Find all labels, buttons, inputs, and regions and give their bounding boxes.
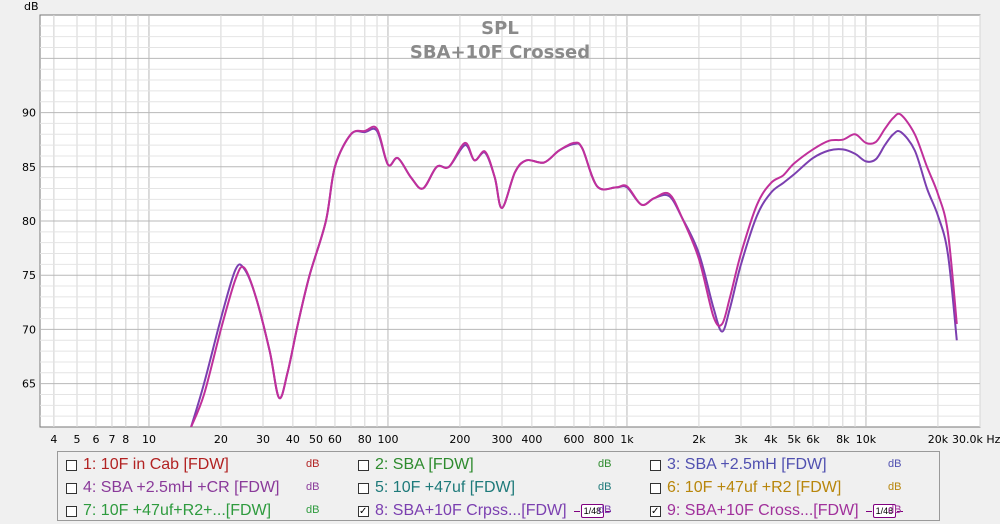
y-tick-label: 70 — [22, 323, 36, 336]
x-tick-label: 8 — [122, 433, 129, 446]
legend-label: 1: 10F in Cab [FDW] — [83, 456, 229, 473]
x-tick-label: 8k — [836, 433, 850, 446]
legend-label: 6: 10F +47uf +R2 [FDW] — [667, 479, 842, 496]
legend-label: 4: SBA +2.5mH +CR [FDW] — [83, 479, 280, 496]
x-tick-label: 40 — [286, 433, 300, 446]
x-tick-label: 4 — [50, 433, 57, 446]
legend-unit: dB — [598, 458, 612, 470]
x-tick-label: 6k — [806, 433, 820, 446]
y-tick-labels: 65 70 75 80 85 90 — [22, 107, 36, 391]
legend-item[interactable]: 7: 10F +47uf+R2+...[FDW] — [66, 501, 271, 521]
x-tick-label: 4k — [764, 433, 778, 446]
legend-checkbox[interactable] — [66, 505, 77, 517]
legend-label: 8: SBA+10F Crpss...[FDW] — [375, 502, 567, 519]
legend-unit: dB — [888, 504, 902, 516]
legend-unit: dB — [598, 481, 612, 493]
legend-checkbox[interactable] — [358, 505, 369, 517]
legend: 1: 10F in Cab [FDW] dB 2: SBA [FDW] dB 3: SB… — [57, 451, 940, 521]
x-tick-label: 300 — [491, 433, 512, 446]
legend-label: 9: SBA+10F Cross...[FDW] — [667, 502, 859, 519]
x-tick-label: 6 — [92, 433, 99, 446]
x-tick-label: 7 — [108, 433, 115, 446]
y-axis-label: dB — [24, 0, 39, 13]
legend-unit: dB — [306, 458, 320, 470]
chart-title: SPL — [481, 18, 519, 39]
smoothing-indicator[interactable]: 1/48 — [573, 504, 611, 518]
legend-unit: dB — [306, 481, 320, 493]
legend-checkbox[interactable] — [650, 505, 661, 517]
legend-unit: dB — [598, 504, 612, 516]
legend-checkbox[interactable] — [358, 482, 369, 494]
x-tick-label: 5k — [787, 433, 801, 446]
legend-label: 2: SBA [FDW] — [375, 456, 474, 473]
legend-label: 7: 10F +47uf+R2+...[FDW] — [83, 502, 272, 519]
y-tick-label: 65 — [22, 378, 36, 391]
legend-item[interactable]: 2: SBA [FDW] — [358, 455, 474, 475]
x-tick-labels: 4 5 6 7 8 10 20 30 40 50 60 80 100 200 300 400 600 800 1k 2… — [50, 433, 1000, 446]
chart-subtitle: SBA+10F Crossed — [410, 42, 590, 63]
legend-checkbox[interactable] — [66, 482, 77, 494]
y-tick-label: 85 — [22, 161, 36, 174]
curve-group — [190, 112, 958, 427]
x-tick-label: 10k — [856, 433, 877, 446]
legend-unit: dB — [888, 481, 902, 493]
smoothing-label: 1/48 — [580, 504, 605, 518]
legend-item[interactable]: 1: 10F in Cab [FDW] — [66, 455, 229, 475]
legend-unit: dB — [888, 458, 902, 470]
legend-checkbox[interactable] — [650, 459, 661, 471]
smoothing-label: 1/48 — [872, 504, 897, 518]
legend-item[interactable]: 5: 10F +47uf [FDW] — [358, 478, 515, 498]
x-tick-label: 5 — [74, 433, 81, 446]
x-tick-label: 30 — [256, 433, 270, 446]
y-tick-label: 80 — [22, 215, 36, 228]
x-tick-label: 800 — [593, 433, 614, 446]
legend-label: 3: SBA +2.5mH [FDW] — [667, 456, 827, 473]
legend-checkbox[interactable] — [66, 459, 77, 471]
x-tick-label: 3k — [734, 433, 748, 446]
spl-chart: 4 5 6 7 8 10 20 30 40 50 60 80 100 200 300 400 600 800 1k 2… — [22, 0, 1000, 446]
x-tick-label: 60 — [328, 433, 342, 446]
x-tick-label: 30.0k Hz — [952, 433, 1000, 446]
legend-unit: dB — [306, 504, 320, 516]
x-tick-label: 10 — [142, 433, 156, 446]
legend-item[interactable]: 8: SBA+10F Crpss...[FDW] 1/48 — [358, 501, 611, 521]
x-tick-label: 80 — [358, 433, 372, 446]
x-tick-label: 400 — [521, 433, 542, 446]
legend-checkbox[interactable] — [358, 459, 369, 471]
legend-item[interactable]: 4: SBA +2.5mH +CR [FDW] — [66, 478, 280, 498]
smoothing-indicator[interactable]: 1/48 — [865, 504, 903, 518]
legend-label: 5: 10F +47uf [FDW] — [375, 479, 516, 496]
x-tick-label: 1k — [620, 433, 634, 446]
x-tick-label: 600 — [563, 433, 584, 446]
x-tick-label: 100 — [377, 433, 398, 446]
x-tick-label: 20 — [214, 433, 228, 446]
legend-item[interactable]: 6: 10F +47uf +R2 [FDW] — [650, 478, 841, 498]
x-tick-label: 50 — [309, 433, 323, 446]
y-tick-label: 90 — [22, 107, 36, 120]
legend-checkbox[interactable] — [650, 482, 661, 494]
grid-lines — [40, 15, 981, 427]
legend-item[interactable]: 9: SBA+10F Cross...[FDW] 1/48 — [650, 501, 903, 521]
x-tick-label: 20k — [928, 433, 949, 446]
series-line-2 — [190, 112, 958, 427]
legend-item[interactable]: 3: SBA +2.5mH [FDW] — [650, 455, 827, 475]
x-tick-label: 2k — [692, 433, 706, 446]
y-tick-label: 75 — [22, 269, 36, 282]
x-tick-label: 200 — [449, 433, 470, 446]
